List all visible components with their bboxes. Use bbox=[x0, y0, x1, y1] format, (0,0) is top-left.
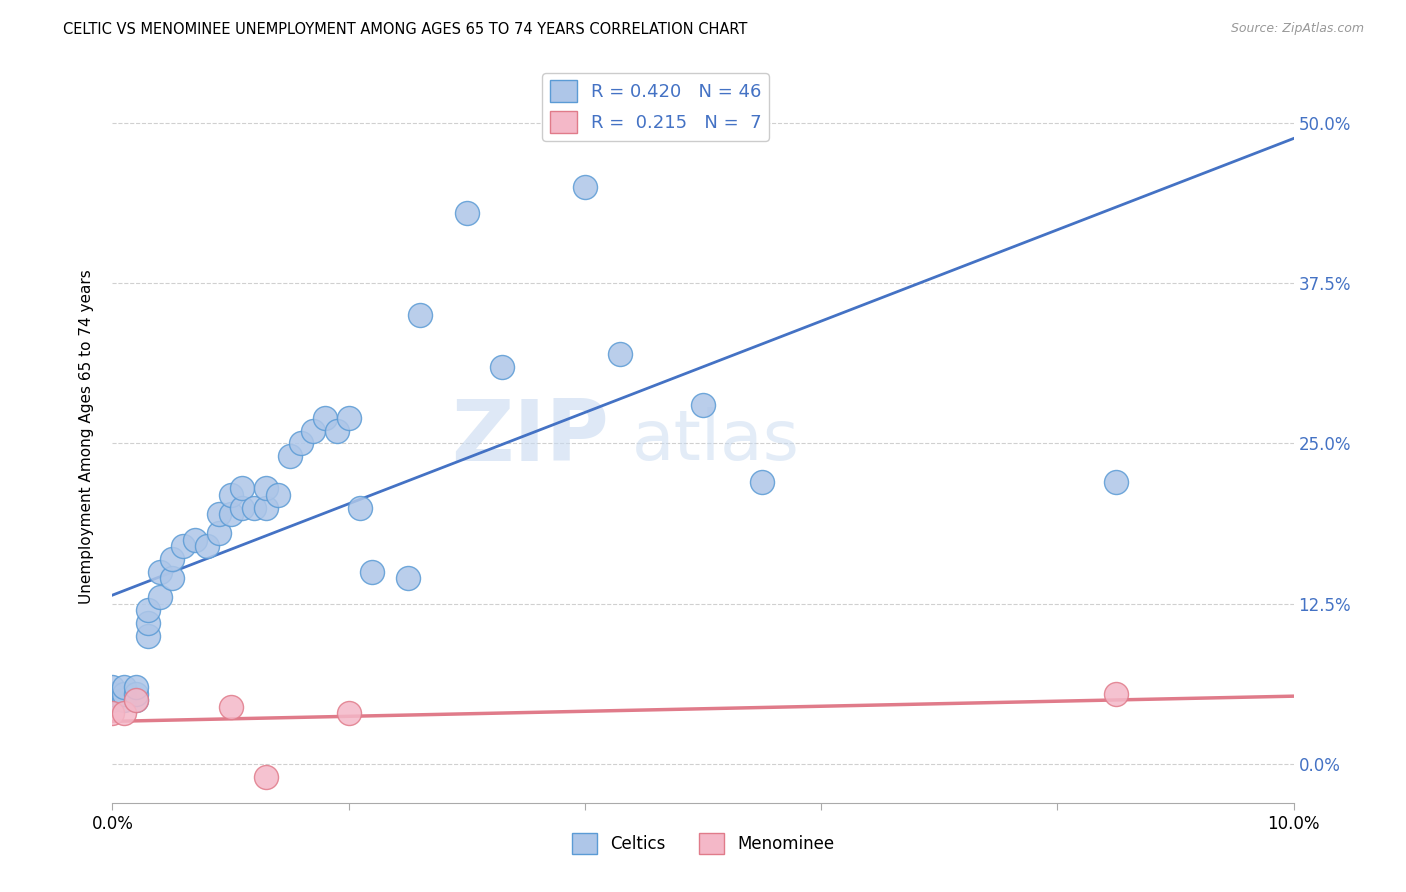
Point bbox=[231, 500, 253, 515]
Point bbox=[112, 687, 135, 701]
Point bbox=[208, 507, 231, 521]
Point bbox=[219, 507, 242, 521]
Point bbox=[361, 565, 384, 579]
Point bbox=[160, 571, 183, 585]
Point bbox=[101, 681, 124, 695]
Point bbox=[326, 424, 349, 438]
Point bbox=[125, 681, 148, 695]
Point bbox=[125, 687, 148, 701]
Point bbox=[574, 179, 596, 194]
Point bbox=[184, 533, 207, 547]
Point bbox=[101, 693, 124, 707]
Point bbox=[112, 706, 135, 720]
Point bbox=[337, 706, 360, 720]
Y-axis label: Unemployment Among Ages 65 to 74 years: Unemployment Among Ages 65 to 74 years bbox=[79, 269, 94, 605]
Point bbox=[219, 488, 242, 502]
Point bbox=[112, 681, 135, 695]
Point bbox=[349, 500, 371, 515]
Point bbox=[136, 603, 159, 617]
Point bbox=[172, 539, 194, 553]
Point bbox=[278, 450, 301, 464]
Point bbox=[208, 526, 231, 541]
Point bbox=[1105, 475, 1128, 489]
Point bbox=[125, 693, 148, 707]
Point bbox=[337, 410, 360, 425]
Point bbox=[254, 482, 277, 496]
Point bbox=[290, 436, 312, 450]
Point bbox=[219, 699, 242, 714]
Point bbox=[254, 770, 277, 784]
Legend: Celtics, Menominee: Celtics, Menominee bbox=[565, 827, 841, 860]
Point bbox=[125, 693, 148, 707]
Text: ZIP: ZIP bbox=[451, 395, 609, 479]
Point bbox=[609, 346, 631, 360]
Point bbox=[751, 475, 773, 489]
Point bbox=[195, 539, 218, 553]
Point bbox=[149, 565, 172, 579]
Text: CELTIC VS MENOMINEE UNEMPLOYMENT AMONG AGES 65 TO 74 YEARS CORRELATION CHART: CELTIC VS MENOMINEE UNEMPLOYMENT AMONG A… bbox=[63, 22, 748, 37]
Point bbox=[243, 500, 266, 515]
Point bbox=[302, 424, 325, 438]
Point bbox=[1105, 687, 1128, 701]
Point bbox=[101, 706, 124, 720]
Point bbox=[491, 359, 513, 374]
Point bbox=[136, 629, 159, 643]
Point bbox=[456, 205, 478, 219]
Point bbox=[136, 616, 159, 631]
Point bbox=[231, 482, 253, 496]
Point bbox=[254, 500, 277, 515]
Point bbox=[112, 693, 135, 707]
Point bbox=[149, 591, 172, 605]
Text: atlas: atlas bbox=[633, 408, 800, 475]
Point bbox=[396, 571, 419, 585]
Point bbox=[692, 398, 714, 412]
Text: Source: ZipAtlas.com: Source: ZipAtlas.com bbox=[1230, 22, 1364, 36]
Point bbox=[408, 308, 430, 322]
Point bbox=[101, 687, 124, 701]
Point bbox=[267, 488, 290, 502]
Point bbox=[314, 410, 336, 425]
Point bbox=[160, 552, 183, 566]
